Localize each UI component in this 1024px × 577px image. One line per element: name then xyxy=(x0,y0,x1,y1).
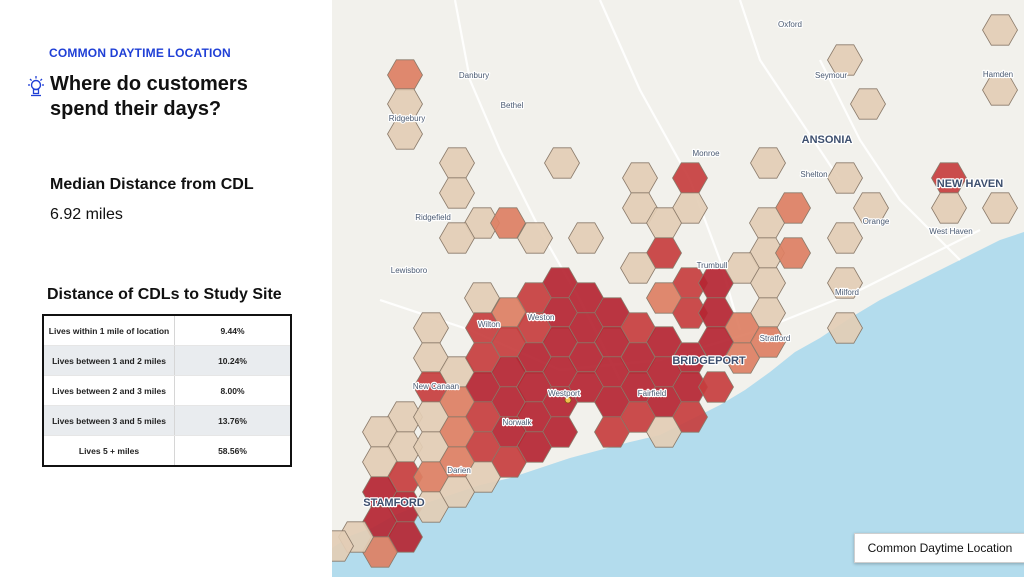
place-label: Lewisboro xyxy=(391,266,428,275)
place-label: Fairfield xyxy=(638,389,666,398)
map-panel[interactable]: Oxford Danbury Seymour Hamden Bethel Ridgebur… xyxy=(332,0,1024,577)
place-label: Bethel xyxy=(501,101,524,110)
place-label: Seymour xyxy=(815,71,847,80)
median-distance-value: 6.92 miles xyxy=(50,206,123,223)
table-row: Lives between 2 and 3 miles 8.00% xyxy=(43,375,291,406)
hex-cell xyxy=(827,44,863,76)
place-label: Hamden xyxy=(983,70,1013,79)
road xyxy=(819,59,961,261)
table-row: Lives within 1 mile of location 9.44% xyxy=(43,315,291,346)
hex-cell xyxy=(827,162,863,194)
hex-cell xyxy=(982,14,1018,46)
row-value: 10.24% xyxy=(174,345,291,376)
place-label: Orange xyxy=(863,217,890,226)
section-eyebrow: COMMON DAYTIME LOCATION xyxy=(49,46,231,60)
hex-cell xyxy=(439,177,475,209)
hex-cell xyxy=(620,252,656,284)
hex-cell xyxy=(750,326,786,358)
place-label: BRIDGEPORT xyxy=(672,355,746,367)
hex-cell xyxy=(413,491,449,523)
place-label: Wilton xyxy=(478,320,500,329)
row-value: 13.76% xyxy=(174,405,291,436)
distance-table: Lives within 1 mile of location 9.44% Li… xyxy=(42,314,292,467)
page-title: Where do customers spend their days? xyxy=(50,73,248,120)
study-site-marker xyxy=(564,396,572,404)
place-label: Danbury xyxy=(459,71,489,80)
map-legend-label: Common Daytime Location xyxy=(854,533,1024,563)
hex-cell xyxy=(672,297,708,329)
distance-table-title: Distance of CDLs to Study Site xyxy=(47,286,282,303)
hex-cell xyxy=(982,192,1018,224)
median-distance-label: Median Distance from CDL xyxy=(50,176,254,193)
place-label: Trumbull xyxy=(697,261,728,270)
left-panel: COMMON DAYTIME LOCATION Where do custome… xyxy=(0,0,332,577)
place-label: Ridgefield xyxy=(415,213,451,222)
place-label: Weston xyxy=(528,313,555,322)
place-label: Ridgebury xyxy=(389,114,425,123)
hex-cell xyxy=(827,267,863,299)
place-label: NEW HAVEN xyxy=(937,178,1003,190)
hex-cell xyxy=(544,147,580,179)
place-label: New Canaan xyxy=(413,382,459,391)
row-label: Lives between 3 and 5 miles xyxy=(43,405,175,436)
hex-cell xyxy=(490,207,526,239)
lightbulb-icon xyxy=(28,76,44,97)
table-row: Lives between 1 and 2 miles 10.24% xyxy=(43,345,291,376)
place-label: Shelton xyxy=(800,170,827,179)
hex-cell xyxy=(332,530,354,562)
road xyxy=(738,0,841,181)
hex-cell xyxy=(750,147,786,179)
hex-cell xyxy=(517,222,553,254)
hex-cell xyxy=(850,88,886,120)
table-row: Lives between 3 and 5 miles 13.76% xyxy=(43,405,291,436)
hex-cell xyxy=(827,222,863,254)
row-label: Lives within 1 mile of location xyxy=(43,315,175,346)
hex-cell xyxy=(775,237,811,269)
place-label: Darien xyxy=(447,466,471,475)
hex-map[interactable]: Oxford Danbury Seymour Hamden Bethel Ridgebur… xyxy=(332,0,1024,577)
hex-cell xyxy=(646,416,682,448)
hex-cell xyxy=(439,222,475,254)
hex-cell xyxy=(931,192,967,224)
hex-cell xyxy=(827,312,863,344)
place-label: Westport xyxy=(548,389,581,398)
row-value: 8.00% xyxy=(174,375,291,406)
row-label: Lives between 2 and 3 miles xyxy=(43,375,175,406)
row-label: Lives between 1 and 2 miles xyxy=(43,345,175,376)
row-label: Lives 5 + miles xyxy=(43,435,175,467)
place-label: West Haven xyxy=(929,227,972,236)
row-value: 9.44% xyxy=(174,315,291,346)
hex-cell xyxy=(568,222,604,254)
hex-cell xyxy=(853,192,889,224)
place-label: Stratford xyxy=(760,334,791,343)
place-label: Norwalk xyxy=(503,418,533,427)
hex-cell xyxy=(724,342,760,374)
hex-cell xyxy=(387,118,423,150)
row-value: 58.56% xyxy=(174,435,291,467)
place-label: Milford xyxy=(835,288,859,297)
place-label: STAMFORD xyxy=(363,497,425,509)
hex-cell xyxy=(698,371,734,403)
place-label: Oxford xyxy=(778,20,802,29)
hex-cell xyxy=(982,74,1018,106)
table-row: Lives 5 + miles 58.56% xyxy=(43,435,291,467)
place-label: Monroe xyxy=(692,149,720,158)
place-label: ANSONIA xyxy=(802,134,853,146)
